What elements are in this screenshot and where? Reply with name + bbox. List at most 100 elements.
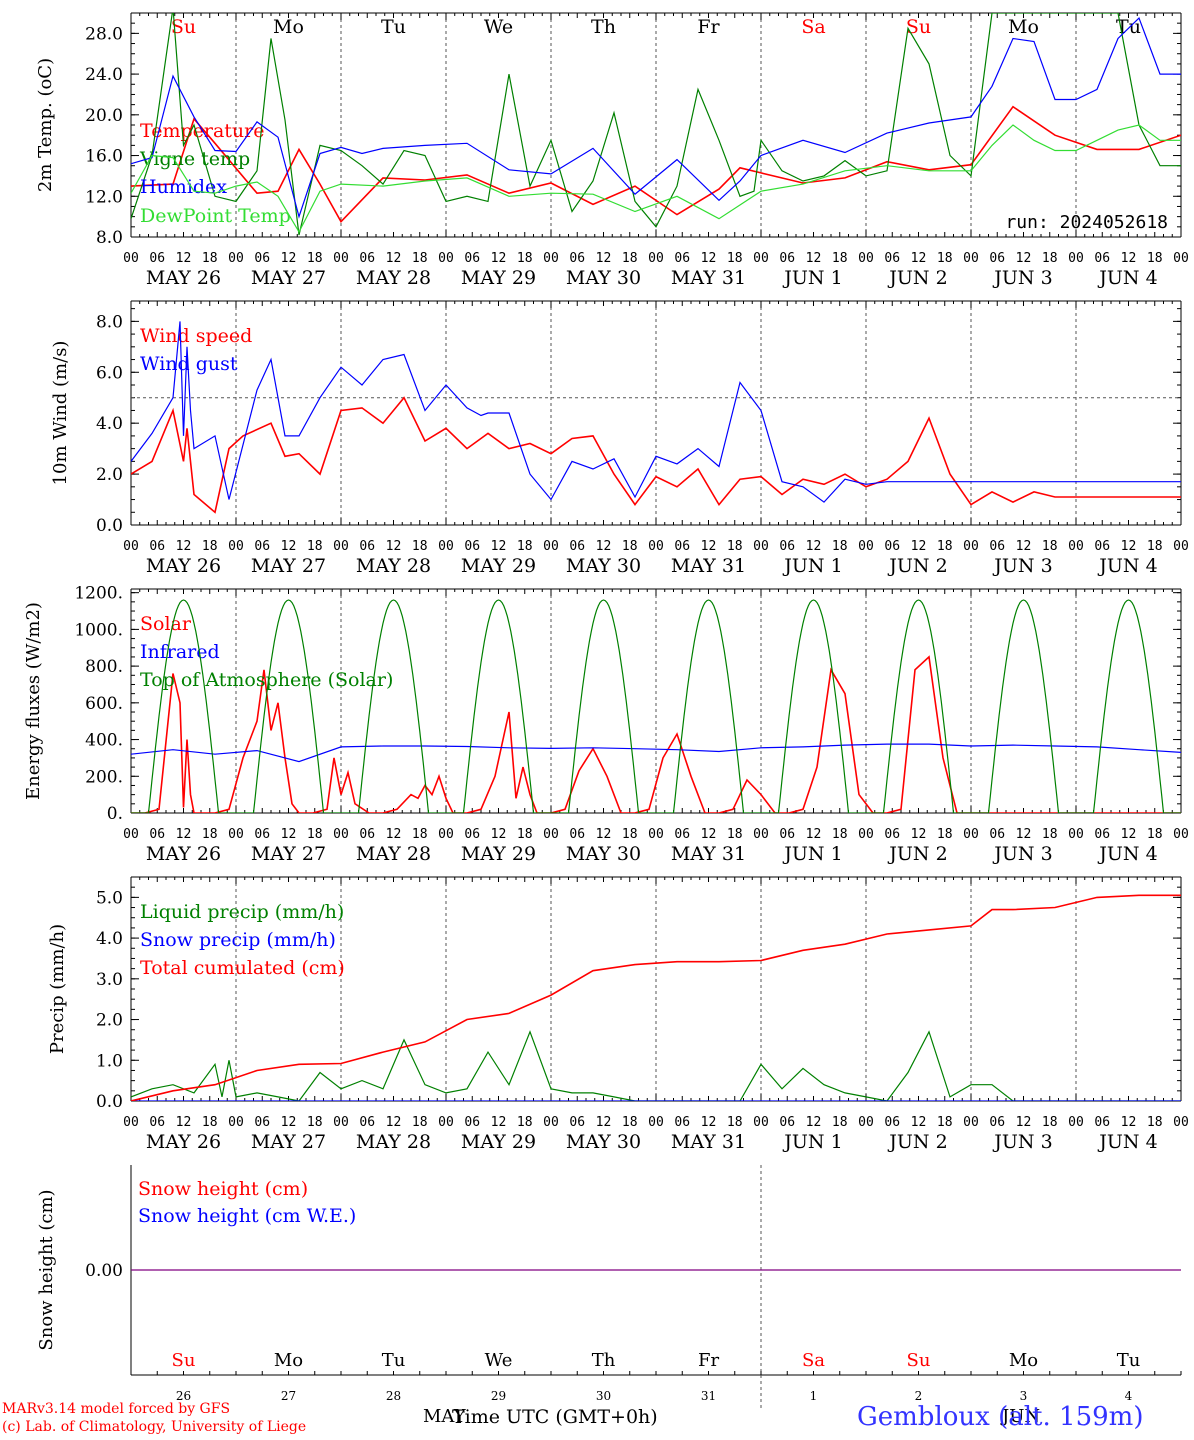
date-label: MAY 31 xyxy=(671,555,746,577)
hour-tick-label: 00 xyxy=(123,827,139,842)
hour-tick-label: 06 xyxy=(989,251,1005,266)
series-line xyxy=(131,17,1181,219)
day-number-label: 1 xyxy=(810,1389,818,1403)
y-tick-label: 0. xyxy=(107,804,123,824)
date-label: JUN 1 xyxy=(782,555,842,577)
hour-tick-label: 00 xyxy=(543,1115,559,1130)
hour-tick-label: 18 xyxy=(727,1115,743,1130)
series-line xyxy=(131,599,1181,813)
date-label: JUN 2 xyxy=(887,555,947,577)
hour-tick-label: 12 xyxy=(596,1115,612,1130)
hour-tick-label: 00 xyxy=(753,1115,769,1130)
hour-tick-label: 12 xyxy=(911,1115,927,1130)
legend-entry: Vigne temp xyxy=(139,148,250,170)
hour-tick-label: 00 xyxy=(858,251,874,266)
hour-tick-label: 06 xyxy=(254,539,270,554)
y-tick-label: 1000. xyxy=(74,620,123,640)
y-tick-label: 400. xyxy=(85,731,123,751)
hour-tick-label: 12 xyxy=(911,827,927,842)
day-name-label: Su xyxy=(171,16,196,38)
hour-tick-label: 18 xyxy=(937,251,953,266)
y-axis-label: Energy fluxes (W/m2) xyxy=(23,602,44,800)
hour-tick-label: 00 xyxy=(123,1115,139,1130)
legend-entry: Liquid precip (mm/h) xyxy=(140,901,344,923)
hour-tick-label: 12 xyxy=(176,827,192,842)
hour-tick-label: 18 xyxy=(622,827,638,842)
hour-tick-label: 12 xyxy=(701,1115,717,1130)
y-tick-label: 20.0 xyxy=(85,106,123,126)
hour-tick-label: 12 xyxy=(281,251,297,266)
hour-tick-label: 12 xyxy=(1016,251,1032,266)
date-label: MAY 30 xyxy=(566,555,641,577)
hour-tick-label: 00 xyxy=(1068,827,1084,842)
date-label: JUN 4 xyxy=(1097,1131,1157,1153)
hour-tick-label: 06 xyxy=(779,539,795,554)
hour-tick-label: 00 xyxy=(228,539,244,554)
hour-tick-label: 06 xyxy=(779,1115,795,1130)
hour-tick-label: 00 xyxy=(1173,1115,1189,1130)
date-label: MAY 31 xyxy=(671,1131,746,1153)
day-number-label: 27 xyxy=(281,1389,296,1403)
y-tick-label: 4.0 xyxy=(96,414,123,434)
hour-tick-label: 12 xyxy=(701,827,717,842)
date-label: JUN 1 xyxy=(782,267,842,289)
date-label: MAY 28 xyxy=(356,1131,431,1153)
date-label: MAY 28 xyxy=(356,267,431,289)
day-name-label: Su xyxy=(907,1350,931,1371)
hour-tick-label: 18 xyxy=(202,827,218,842)
day-number-label: 30 xyxy=(596,1389,611,1403)
hour-tick-label: 18 xyxy=(412,251,428,266)
hour-tick-label: 06 xyxy=(464,1115,480,1130)
day-name-label: We xyxy=(485,1350,513,1371)
hour-tick-label: 18 xyxy=(412,539,428,554)
hour-tick-label: 06 xyxy=(674,251,690,266)
hour-tick-label: 18 xyxy=(937,539,953,554)
hour-tick-label: 12 xyxy=(806,1115,822,1130)
hour-tick-label: 18 xyxy=(1042,539,1058,554)
hour-tick-label: 18 xyxy=(307,827,323,842)
x-axis-label: Time UTC (GMT+0h) xyxy=(452,1406,658,1428)
hour-tick-label: 18 xyxy=(307,1115,323,1130)
hour-tick-label: 12 xyxy=(911,539,927,554)
hour-tick-label: 18 xyxy=(1042,251,1058,266)
hour-tick-label: 12 xyxy=(596,539,612,554)
date-label: JUN 4 xyxy=(1097,555,1157,577)
hour-tick-label: 00 xyxy=(963,539,979,554)
y-tick-label: 5.0 xyxy=(96,888,123,908)
date-label: MAY 26 xyxy=(146,267,221,289)
hour-tick-label: 18 xyxy=(1147,251,1163,266)
hour-tick-label: 18 xyxy=(1147,827,1163,842)
day-name-label: Fr xyxy=(698,1350,719,1371)
day-number-label: 2 xyxy=(915,1389,923,1403)
hour-tick-label: 06 xyxy=(149,827,165,842)
hour-tick-label: 06 xyxy=(359,251,375,266)
hour-tick-label: 06 xyxy=(674,539,690,554)
credit-line-1: MARv3.14 model forced by GFS xyxy=(2,1401,231,1417)
hour-tick-label: 18 xyxy=(517,827,533,842)
hour-tick-label: 18 xyxy=(307,539,323,554)
date-label: MAY 31 xyxy=(671,267,746,289)
month-label-may: MAY xyxy=(423,1406,466,1427)
date-label: MAY 29 xyxy=(461,555,536,577)
y-tick-label: 0.0 xyxy=(96,516,123,536)
hour-tick-label: 18 xyxy=(832,827,848,842)
hour-tick-label: 00 xyxy=(648,251,664,266)
hour-tick-label: 18 xyxy=(622,1115,638,1130)
hour-tick-label: 00 xyxy=(648,1115,664,1130)
date-label: MAY 27 xyxy=(251,1131,326,1153)
hour-tick-label: 06 xyxy=(779,251,795,266)
y-tick-label: 2.0 xyxy=(96,1011,123,1031)
hour-tick-label: 12 xyxy=(1016,1115,1032,1130)
hour-tick-label: 00 xyxy=(858,1115,874,1130)
date-label: JUN 3 xyxy=(992,267,1052,289)
hour-tick-label: 12 xyxy=(176,251,192,266)
date-label: JUN 2 xyxy=(887,267,947,289)
hour-tick-label: 06 xyxy=(1094,539,1110,554)
hour-tick-label: 00 xyxy=(438,251,454,266)
series-line xyxy=(131,321,1181,503)
hour-tick-label: 18 xyxy=(622,539,638,554)
date-label: MAY 26 xyxy=(146,843,221,865)
date-label: JUN 4 xyxy=(1097,843,1157,865)
hour-tick-label: 12 xyxy=(491,827,507,842)
hour-tick-label: 00 xyxy=(858,827,874,842)
